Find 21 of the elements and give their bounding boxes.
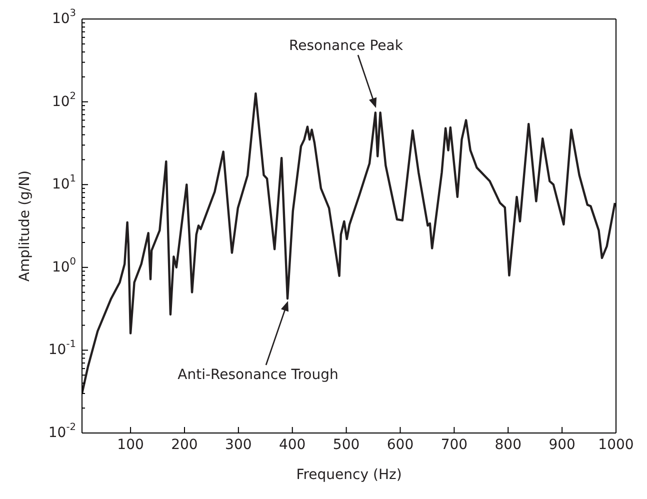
y-tick-label: 10$^{2}$ — [52, 90, 76, 110]
annotation: Resonance Peak — [289, 38, 404, 54]
x-tick-label: 300 — [225, 437, 252, 453]
y-axis-title: Amplitude (g/N) — [16, 170, 33, 282]
x-tick-label: 1000 — [598, 437, 634, 453]
x-axis-title: Frequency (Hz) — [296, 467, 402, 483]
x-tick-label: 800 — [494, 437, 522, 453]
y-tick-label: 10$^{1}$ — [52, 174, 76, 193]
x-tick-label: 400 — [278, 437, 306, 453]
y-tick-label: 10$^{3}$ — [52, 8, 76, 27]
x-tick-label: 100 — [117, 437, 144, 453]
annotation: Anti-Resonance Trough — [178, 367, 338, 383]
y-tick-label: 10$^{0}$ — [52, 256, 76, 276]
y-tick-label: 10$^{-2}$ — [48, 422, 76, 441]
x-tick-label: 900 — [548, 437, 576, 453]
x-tick-label: 600 — [386, 437, 414, 453]
x-tick-label: 700 — [440, 437, 468, 453]
line-series — [82, 92, 616, 395]
x-tick-label: 500 — [332, 437, 360, 453]
y-tick-label: 10$^{-1}$ — [48, 339, 76, 358]
x-tick-label: 200 — [171, 437, 198, 453]
